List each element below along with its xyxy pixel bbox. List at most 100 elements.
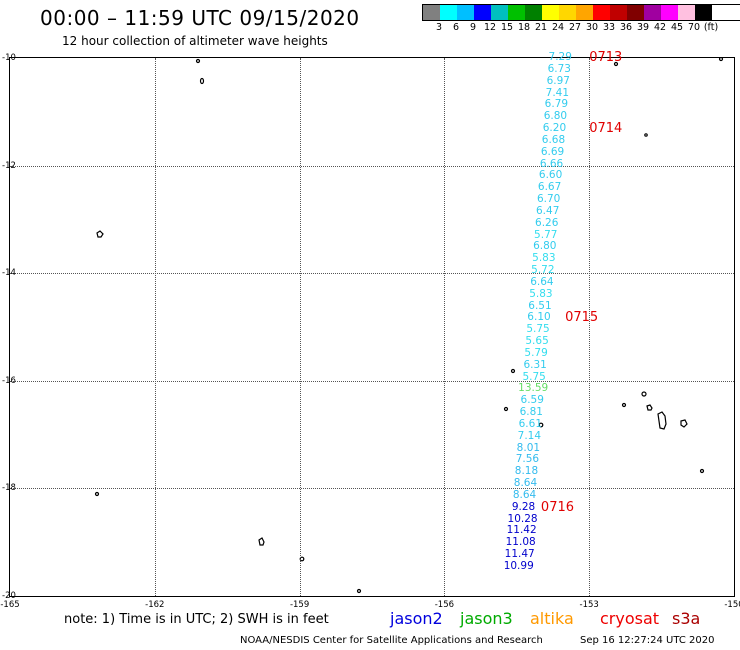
wave-height-reading: 6.80 [533, 240, 557, 253]
satellite-legend-entry: s3a [672, 609, 701, 628]
satellite-legend-entry: cryosat [600, 609, 660, 628]
wave-height-reading: 6.69 [540, 145, 565, 158]
wave-height-reading: 6.81 [519, 406, 543, 419]
wave-height-reading: 13.59 [518, 382, 549, 395]
wave-height-reading: 7.29 [548, 51, 572, 63]
color-scale-label: 70 [687, 22, 701, 33]
longitude-tick-label: -159 [289, 600, 310, 610]
longitude-gridline [154, 58, 156, 596]
wave-height-reading: 6.97 [546, 74, 570, 87]
wave-height-reading: 9.28 [511, 500, 536, 513]
wave-height-reading: 5.83 [532, 252, 556, 265]
wave-height-reading: 6.79 [544, 98, 569, 111]
wave-height-reading: 6.60 [538, 169, 563, 182]
map-title: 00:00 – 11:59 UTC 09/15/2020 [40, 6, 360, 30]
latitude-gridline [10, 165, 734, 167]
island-outlines [94, 58, 724, 594]
color-scale-label: 18 [517, 22, 531, 33]
wave-height-reading: 6.47 [535, 204, 560, 217]
wave-height-reading: 6.64 [530, 275, 554, 288]
wave-height-reading: 8.64 [513, 477, 538, 490]
color-scale-label: 12 [483, 22, 497, 33]
island-outline [621, 402, 627, 408]
color-scale-label: 15 [500, 22, 514, 33]
color-scale-swatch [474, 5, 491, 20]
satellite-legend-entry: altika [530, 609, 574, 628]
wave-height-reading: 7.41 [545, 86, 570, 99]
wave-height-reading: 6.20 [542, 122, 567, 135]
color-scale-label: 39 [636, 22, 650, 33]
wave-height-reading: 6.68 [541, 133, 566, 146]
island-outline [510, 368, 516, 374]
color-scale-label: 9 [469, 22, 477, 33]
color-scale-legend: 3 6 9 12 15 18 21 24 27 30 33 36 39 42 45 70 (ft) [422, 4, 740, 35]
color-scale-label: 27 [568, 22, 582, 33]
map-subtitle: 12 hour collection of altimeter wave hei… [62, 34, 328, 48]
wave-height-reading: 5.79 [524, 346, 548, 359]
latitude-gridline [10, 488, 734, 490]
wave-height-reading: 11.42 [506, 524, 537, 537]
wave-height-reading: 8.18 [514, 465, 539, 478]
latitude-tick-label: -10 [2, 53, 16, 63]
wave-height-reading: 6.73 [547, 62, 571, 75]
longitude-tick-label: -153 [579, 600, 599, 610]
color-scale-label: 45 [670, 22, 684, 33]
island-outline [644, 133, 648, 137]
island-outline [613, 61, 619, 67]
color-scale-swatch [542, 5, 559, 20]
color-scale-swatch [457, 5, 474, 20]
pass-time-label: 0715 [565, 310, 599, 326]
wave-height-reading: 5.65 [525, 335, 549, 348]
wave-height-reading: 8.01 [516, 441, 541, 454]
wave-height-reading: 6.67 [537, 181, 562, 194]
longitude-gridline [444, 58, 446, 596]
wave-height-reading: 5.83 [529, 287, 553, 300]
island-outline [195, 58, 201, 64]
color-scale-swatch [440, 5, 457, 20]
island-outline [641, 391, 647, 397]
island-outline [538, 422, 544, 428]
color-scale-swatch [593, 5, 610, 20]
wave-height-reading: 6.26 [535, 216, 559, 229]
wave-height-reading: 6.61 [518, 417, 543, 430]
wave-height-reading: 10.99 [503, 559, 534, 572]
color-scale-swatch [423, 5, 440, 20]
latitude-tick-label: -20 [2, 591, 16, 601]
color-scale-label: 24 [551, 22, 565, 33]
color-scale-label: 42 [653, 22, 667, 33]
footer-note: note: 1) Time is in UTC; 2) SWH is in fe… [64, 612, 329, 627]
longitude-gridline [299, 58, 301, 596]
longitude-tick-label: -150 [724, 600, 740, 610]
wave-height-reading: 5.75 [526, 323, 550, 336]
color-scale-swatch [525, 5, 542, 20]
wave-height-reading: 10.28 [507, 512, 538, 525]
island-outline [680, 419, 688, 428]
color-scale-swatch [678, 5, 695, 20]
island-outline [503, 406, 509, 412]
wave-height-reading: 6.51 [528, 299, 552, 312]
color-scale-swatch [627, 5, 644, 20]
pass-time-label: 0716 [540, 499, 575, 515]
color-scale-swatch [559, 5, 576, 20]
longitude-tick-label: -165 [0, 600, 20, 610]
color-scale-label: 3 [435, 22, 443, 33]
wave-height-reading: 7.56 [515, 453, 540, 466]
latitude-gridline [10, 273, 734, 275]
color-scale-label: 33 [602, 22, 616, 33]
wave-height-reading: 6.66 [539, 157, 564, 170]
island-outline [94, 491, 100, 497]
island-outline [718, 58, 724, 62]
color-scale-swatch [661, 5, 678, 20]
island-outline [646, 404, 653, 411]
color-scale-swatch [508, 5, 525, 20]
latitude-tick-label: -16 [2, 375, 16, 386]
latitude-tick-label: -12 [2, 160, 16, 171]
wave-height-reading: 7.14 [517, 429, 542, 442]
latitude-tick-label: -14 [2, 268, 16, 279]
pass-time-label: 0714 [589, 121, 623, 137]
color-scale-labels: 3 6 9 12 15 18 21 24 27 30 33 36 39 42 45 70 (ft) [422, 21, 740, 35]
longitude-gridline [589, 58, 591, 596]
island-outline [657, 411, 667, 430]
color-scale-swatch [491, 5, 508, 20]
color-scale-label: 36 [619, 22, 633, 33]
